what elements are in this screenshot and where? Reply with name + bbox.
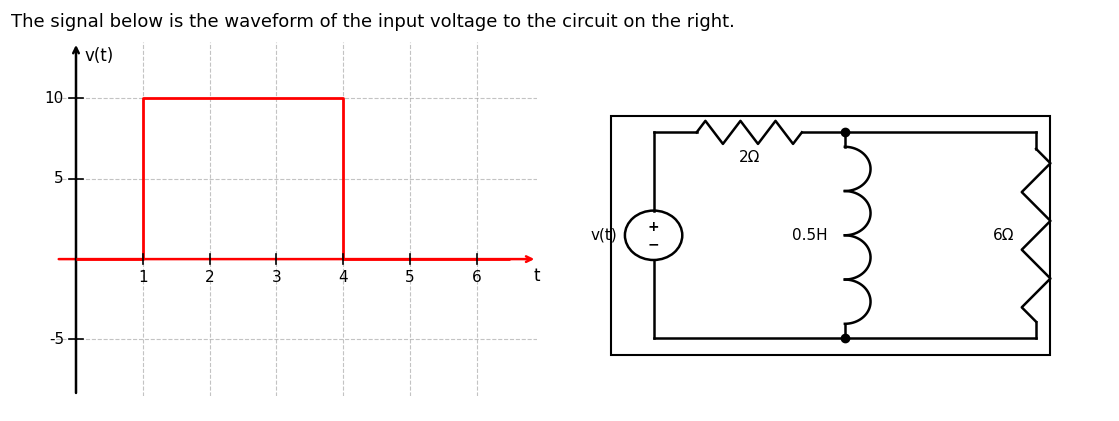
Text: 2: 2 [205,270,215,285]
Text: −: − [648,237,659,251]
Text: 5: 5 [55,171,64,186]
Text: 3: 3 [272,270,281,285]
Text: The signal below is the waveform of the input voltage to the circuit on the righ: The signal below is the waveform of the … [11,13,735,31]
Text: -5: -5 [49,332,64,347]
Text: v(t): v(t) [591,228,618,243]
Text: t: t [534,267,540,285]
Text: 0.5H: 0.5H [792,228,828,243]
Text: +: + [648,220,659,234]
Text: v(t): v(t) [84,47,113,65]
Text: 6: 6 [472,270,482,285]
Text: 10: 10 [45,91,64,106]
Text: 1: 1 [138,270,148,285]
Text: 5: 5 [405,270,415,285]
Text: 6Ω: 6Ω [993,228,1015,243]
Text: 4: 4 [339,270,348,285]
Text: 2Ω: 2Ω [739,150,760,165]
Bar [611,116,1051,354]
